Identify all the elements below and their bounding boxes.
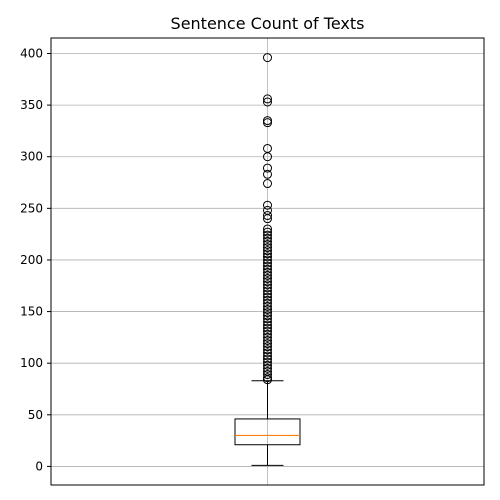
outlier-point-36	[263, 292, 272, 302]
outlier-point-29	[263, 270, 272, 280]
outlier-point-39	[263, 301, 272, 311]
outlier-point-30	[263, 274, 272, 284]
outlier-point-2	[263, 97, 272, 107]
outlier-point-27	[263, 264, 272, 274]
outlier-point-42	[263, 311, 272, 321]
outlier-point-52	[263, 342, 272, 352]
outlier-point-23	[263, 252, 272, 262]
outlier-point-59	[263, 363, 272, 373]
outlier-point-49	[263, 332, 272, 342]
outlier-point-22	[263, 249, 272, 259]
outlier-point-50	[263, 335, 272, 345]
outlier-point-17	[263, 233, 272, 243]
chart-title: Sentence Count of Texts	[171, 14, 365, 33]
plot-frame	[50, 37, 485, 486]
outlier-point-24	[263, 255, 272, 265]
outlier-point-25	[263, 258, 272, 268]
outlier-point-54	[263, 348, 272, 358]
outlier-point-57	[263, 357, 272, 367]
outlier-point-48	[263, 329, 272, 339]
outlier-point-34	[263, 286, 272, 296]
outlier-point-9	[263, 179, 272, 189]
outlier-point-19	[263, 239, 272, 249]
outlier-point-15	[263, 227, 272, 237]
outlier-point-4	[263, 118, 272, 128]
outlier-point-26	[263, 261, 272, 271]
y-axis-ticks: 0 50 100 150 200 250 300 350 400	[20, 46, 51, 473]
outlier-point-46	[263, 323, 272, 333]
outlier-point-63	[263, 375, 272, 385]
outlier-point-56	[263, 354, 272, 364]
y-tick-label-200: 200	[20, 253, 43, 267]
outlier-point-35	[263, 289, 272, 299]
outlier-point-21	[263, 246, 272, 256]
outlier-point-10	[263, 200, 272, 210]
outlier-point-43	[263, 314, 272, 324]
iqr-box	[234, 418, 301, 446]
outlier-point-18	[263, 236, 272, 246]
outlier-point-16	[263, 230, 272, 240]
outlier-point-44	[263, 317, 272, 327]
outlier-point-12	[263, 211, 272, 221]
y-tick-label-150: 150	[20, 305, 43, 319]
outlier-point-37	[263, 295, 272, 305]
outlier-point-8	[263, 169, 272, 179]
y-tick-label-250: 250	[20, 201, 43, 215]
y-tick-label-0: 0	[35, 459, 43, 473]
outlier-point-1	[263, 94, 272, 104]
outlier-point-38	[263, 298, 272, 308]
y-tick-label-400: 400	[20, 46, 43, 60]
y-tick-label-100: 100	[20, 356, 43, 370]
y-tick-label-300: 300	[20, 150, 43, 164]
outlier-point-13	[263, 214, 272, 224]
outlier-point-28	[263, 267, 272, 277]
outlier-point-51	[263, 339, 272, 349]
outlier-point-47	[263, 326, 272, 336]
outlier-point-40	[263, 305, 272, 315]
outlier-point-62	[263, 373, 272, 383]
outlier-point-53	[263, 345, 272, 355]
outlier-point-61	[263, 370, 272, 380]
outlier-point-6	[263, 152, 272, 162]
outlier-point-55	[263, 351, 272, 361]
outlier-point-20	[263, 243, 272, 253]
y-tick-label-350: 350	[20, 98, 43, 112]
outlier-point-31	[263, 277, 272, 287]
outlier-point-7	[263, 163, 272, 173]
box-element	[234, 380, 301, 466]
outlier-point-0	[263, 53, 272, 63]
outlier-point-45	[263, 320, 272, 330]
outlier-point-41	[263, 308, 272, 318]
outlier-point-33	[263, 283, 272, 293]
y-tick-label-50: 50	[28, 408, 43, 422]
outlier-point-32	[263, 280, 272, 290]
outlier-point-3	[263, 116, 272, 126]
outlier-points	[263, 53, 272, 385]
outlier-point-58	[263, 360, 272, 370]
outlier-point-14	[263, 224, 272, 234]
